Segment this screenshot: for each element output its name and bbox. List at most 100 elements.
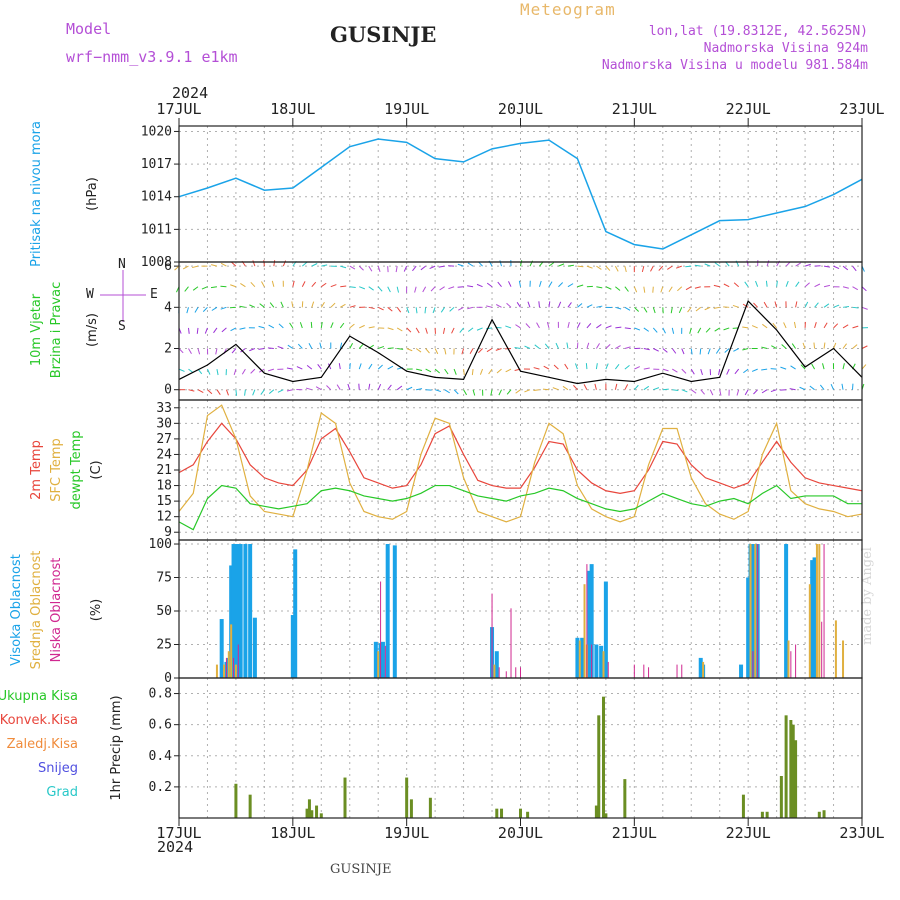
wind-arrow xyxy=(681,389,688,393)
wind-arrow xyxy=(685,286,692,291)
y-tick-label: 0.8 xyxy=(149,687,172,702)
ylabel-temp-2m: 2m Temp xyxy=(29,440,44,500)
ylabel-pressure: Pritisak na nivou mora xyxy=(29,121,44,267)
cloud-bar-0 xyxy=(746,577,751,678)
wind-arrow xyxy=(515,389,521,394)
wind-arrow xyxy=(567,283,574,288)
wind-arrow xyxy=(799,386,806,391)
wind-arrow xyxy=(377,265,381,272)
cloud-bar-1 xyxy=(234,664,237,678)
wind-arrow xyxy=(396,327,403,332)
ylabel-cloud-mid: Srednja Oblacnost xyxy=(29,551,44,670)
temp-line-2 xyxy=(178,484,862,531)
cloud-bar-1 xyxy=(223,664,226,678)
wind-arrow xyxy=(833,342,837,349)
cloud-bar-2 xyxy=(515,667,517,678)
wind-arrow xyxy=(744,281,749,288)
wind-arrow xyxy=(605,363,609,370)
precip-bar xyxy=(602,696,606,818)
wind-arrow xyxy=(662,327,666,334)
wind-arrow xyxy=(765,280,768,287)
wind-arrow xyxy=(340,285,347,288)
x-label-top-20JUL: 20JUL xyxy=(498,100,543,118)
wind-arrow xyxy=(842,363,845,370)
wind-arrow xyxy=(763,301,768,308)
wind-arrow xyxy=(311,281,317,288)
compass-s: S xyxy=(118,319,126,334)
wind-arrow xyxy=(368,326,375,329)
cloud-bar-0 xyxy=(385,544,390,678)
wind-arrow xyxy=(486,348,493,353)
wind-arrow xyxy=(524,345,531,349)
wind-arrow xyxy=(377,306,384,311)
wind-arrow xyxy=(596,265,602,270)
precip-bar xyxy=(519,808,522,818)
wind-arrow xyxy=(557,301,562,308)
wind-arrow xyxy=(653,348,659,352)
wind-speed-line xyxy=(178,300,863,385)
wind-arrow xyxy=(434,348,439,355)
wind-arrow xyxy=(624,364,630,370)
wind-arrow xyxy=(800,364,806,370)
y-tick-label: 25 xyxy=(156,638,172,653)
cloud-bar-0 xyxy=(243,544,248,678)
precip-bar xyxy=(409,799,413,818)
y-tick-label: 1014 xyxy=(141,190,172,205)
wind-arrow xyxy=(548,281,553,287)
cloud-bar-1 xyxy=(215,664,218,678)
cloud-bar-1 xyxy=(787,640,790,678)
wind-arrow xyxy=(448,286,455,290)
wind-arrow xyxy=(761,389,768,394)
wind-arrow xyxy=(211,306,218,311)
precip-bar xyxy=(765,811,769,818)
wind-arrow xyxy=(453,368,457,375)
wind-arrow xyxy=(823,342,826,349)
wind-arrow xyxy=(585,363,588,370)
y-tick-label: 0.4 xyxy=(149,749,173,764)
wind-arrow xyxy=(687,307,692,313)
wind-arrow xyxy=(726,368,730,375)
wind-arrow xyxy=(514,346,521,349)
wind-arrow xyxy=(751,368,758,372)
wind-arrow xyxy=(633,286,638,293)
wind-arrow xyxy=(704,306,711,311)
wind-arrow xyxy=(677,286,683,292)
wind-arrow xyxy=(349,323,355,329)
wind-arrow xyxy=(506,389,512,395)
wind-arrow xyxy=(202,306,208,312)
x-label-bottom-19JUL: 19JUL xyxy=(384,824,429,842)
precip-bar xyxy=(817,811,821,818)
cloud-bar-2 xyxy=(607,661,609,678)
wind-arrow xyxy=(793,321,797,329)
wind-arrow xyxy=(643,327,650,332)
wind-arrow xyxy=(291,301,294,308)
wind-arrow xyxy=(174,265,180,271)
x-label-bottom-17JUL: 17JUL xyxy=(156,824,201,842)
wind-arrow xyxy=(207,368,211,375)
wind-arrow xyxy=(287,344,294,349)
wind-arrow xyxy=(461,348,465,355)
wind-arrow xyxy=(286,367,293,370)
y-tick-label: 2 xyxy=(164,342,172,357)
wind-arrow xyxy=(220,285,227,288)
wind-arrow xyxy=(406,348,413,352)
lon-lat-info: lon,lat (19.8312E, 42.5625N) xyxy=(648,24,868,39)
wind-arrow xyxy=(643,348,650,351)
wind-arrow xyxy=(358,265,364,271)
wind-arrow xyxy=(216,389,221,395)
wind-arrow xyxy=(387,327,394,331)
wind-arrow xyxy=(397,348,404,350)
wind-arrow xyxy=(709,389,714,396)
precip-bar xyxy=(307,799,311,818)
wind-arrow xyxy=(469,348,474,354)
wind-arrow xyxy=(734,368,740,375)
wind-arrow xyxy=(833,265,840,270)
y-tick-label: 21 xyxy=(156,463,172,478)
wind-arrow xyxy=(723,283,730,288)
wind-arrow xyxy=(216,369,219,376)
wind-arrow xyxy=(178,348,184,354)
wind-arrow xyxy=(178,368,185,372)
cloud-bar-1 xyxy=(842,640,845,678)
wind-arrow xyxy=(842,305,850,308)
